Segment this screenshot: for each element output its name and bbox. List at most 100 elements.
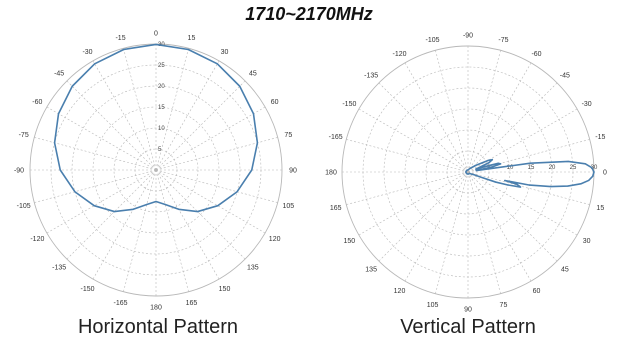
pattern-series-line [465, 158, 595, 188]
horizontal-pattern-chart: 0153045607590105120135150165180-165-150-… [14, 31, 297, 312]
pattern-data-point [483, 166, 485, 168]
angle-tick-label: -60 [32, 99, 42, 106]
radial-tick-label: 5 [158, 147, 162, 153]
pattern-data-point [239, 85, 241, 87]
pattern-data-point [475, 169, 477, 172]
grid-spoke [346, 139, 469, 173]
pattern-data-point [132, 208, 134, 210]
grid-spoke [46, 106, 157, 171]
angle-tick-label: 90 [289, 168, 297, 175]
pattern-data-point [146, 203, 148, 206]
angle-tick-label: 135 [365, 266, 377, 273]
pattern-data-point [94, 63, 96, 65]
pattern-data-point [155, 200, 157, 203]
angle-tick-label: -90 [463, 33, 473, 40]
pattern-data-point [71, 85, 73, 87]
angle-tick-label: 0 [154, 31, 158, 38]
radial-tick-label: 20 [549, 165, 556, 171]
angle-tick-label: 45 [249, 71, 257, 78]
pattern-data-point [580, 183, 582, 185]
grid-spoke [155, 169, 246, 260]
pattern-data-point [529, 162, 531, 164]
pattern-data-point [593, 171, 595, 173]
grid-spoke [155, 169, 189, 292]
angle-tick-label: 0 [603, 170, 607, 177]
radial-tick-label: 10 [507, 165, 514, 171]
pattern-data-point [487, 159, 489, 162]
angle-tick-label: 15 [188, 35, 196, 42]
pattern-data-point [488, 162, 490, 164]
grid-spoke [467, 50, 501, 173]
angle-tick-label: 165 [330, 205, 342, 212]
angle-tick-label: -105 [426, 37, 440, 44]
grid-spoke [467, 171, 558, 262]
pattern-data-point [93, 205, 95, 207]
radial-tick-label: 25 [570, 165, 577, 171]
angle-tick-label: -135 [52, 264, 66, 271]
pattern-data-point [53, 142, 56, 144]
radial-tick-label: 10 [158, 126, 165, 132]
grid-spoke [66, 169, 157, 260]
angle-tick-label: 75 [500, 302, 508, 309]
pattern-data-point [475, 164, 477, 166]
grid-spoke [155, 80, 246, 171]
angle-tick-label: 105 [427, 302, 439, 309]
pattern-data-point [491, 159, 493, 161]
radial-tick-label: 15 [158, 105, 165, 111]
angle-tick-label: -75 [19, 132, 29, 139]
grid-spoke [467, 171, 532, 282]
pattern-data-point [497, 162, 499, 164]
angle-tick-label: -45 [560, 73, 570, 80]
angle-tick-label: -15 [115, 35, 125, 42]
pattern-data-point [492, 166, 494, 168]
angle-tick-label: 90 [464, 307, 472, 314]
grid-spoke [404, 62, 469, 173]
pattern-data-point [504, 179, 506, 182]
pattern-data-point [500, 163, 502, 165]
grid-spoke [155, 169, 266, 234]
grid-spoke [467, 171, 578, 236]
angle-tick-label: 30 [221, 49, 229, 56]
grid-spoke [155, 60, 220, 171]
angle-tick-label: -165 [114, 300, 128, 307]
grid-spoke [123, 48, 157, 171]
pattern-data-point [155, 43, 157, 46]
grid-spoke [358, 171, 469, 236]
pattern-data-point [473, 174, 475, 176]
pattern-data-point [495, 181, 497, 183]
pattern-data-point [567, 160, 569, 163]
pattern-data-point [588, 179, 590, 182]
angle-tick-label: 150 [344, 238, 356, 245]
pattern-data-point [216, 63, 218, 65]
pattern-data-point [592, 175, 594, 177]
angle-tick-label: -15 [595, 134, 605, 141]
angle-tick-label: -60 [531, 51, 541, 58]
pattern-data-point [466, 173, 468, 175]
grid-ring [92, 106, 220, 234]
grid-spoke [155, 106, 266, 171]
radial-tick-label: 30 [591, 165, 598, 171]
angle-tick-label: -135 [364, 73, 378, 80]
pattern-data-point [252, 113, 255, 115]
pattern-data-point [516, 183, 518, 185]
pattern-data-point [584, 163, 586, 165]
pattern-data-point [467, 173, 469, 175]
grid-spoke [467, 171, 501, 294]
grid-spoke [155, 169, 220, 280]
pattern-data-point [123, 48, 125, 51]
pattern-data-point [591, 167, 593, 169]
pattern-data-point [113, 210, 116, 213]
pattern-data-point [468, 173, 470, 175]
grid-spoke [467, 171, 590, 205]
pattern-data-point [251, 169, 253, 171]
angle-tick-label: -150 [342, 101, 356, 108]
grid-spoke [346, 171, 469, 205]
grid-spoke [404, 171, 469, 282]
grid-spoke [155, 48, 189, 171]
pattern-data-point [567, 185, 569, 187]
angle-tick-label: 60 [533, 288, 541, 295]
vertical-pattern-chart: 0 15 30 45 60 75 90 105 120 135 150 165 180 -165 -150 -… [325, 33, 607, 314]
angle-tick-label: 165 [186, 300, 198, 307]
grid-spoke [155, 137, 278, 171]
pattern-data-point [187, 48, 189, 51]
